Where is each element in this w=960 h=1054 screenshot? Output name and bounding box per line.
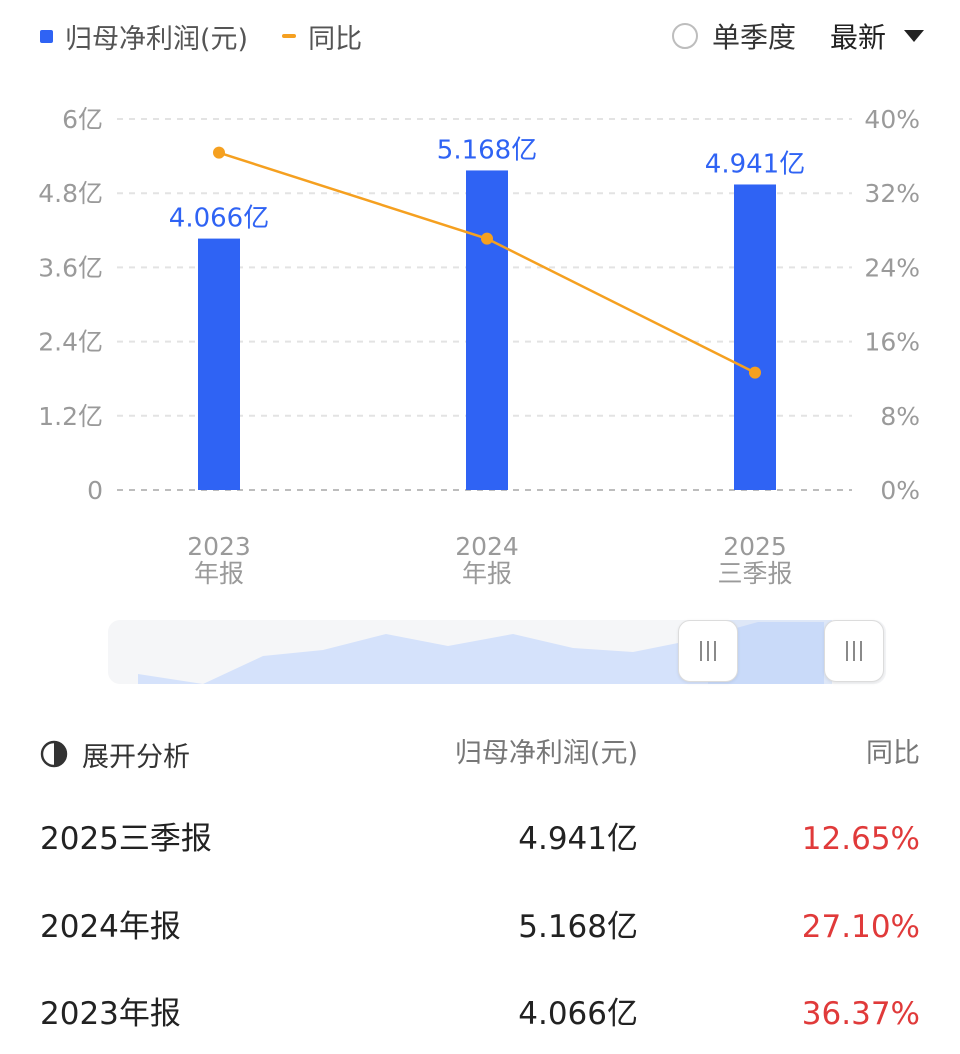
left-axis-tick-label: 0 <box>87 476 103 505</box>
grip-icon <box>700 641 716 661</box>
profit-chart: 0 1.2亿 2.4亿 3.6亿 4.8亿 6亿 0% 8% 16% 24% 32% 40% 2023… <box>38 105 920 588</box>
expand-analysis-label: 展开分析 <box>82 741 190 773</box>
left-axis-tick-label: 2.4亿 <box>38 328 103 357</box>
left-axis-tick-label: 6亿 <box>62 105 103 134</box>
chart-controls: 单季度 最新 <box>671 14 924 58</box>
slider-track <box>108 620 886 684</box>
single-quarter-label[interactable]: 单季度 <box>711 21 796 54</box>
table-row[interactable]: 2023年报 4.066亿 36.37% <box>40 989 920 1039</box>
yoy-column-header: 同比 <box>866 738 920 769</box>
bar-data-label: 5.168亿 <box>437 135 537 165</box>
bar <box>734 184 776 490</box>
line-legend-label: 同比 <box>308 23 363 55</box>
right-axis-tick-label: 40% <box>864 105 920 134</box>
yoy-point <box>749 366 761 379</box>
x-axis-tick-label: 年报 <box>462 559 512 588</box>
period-cell: 2024年报 <box>40 909 181 945</box>
table-row[interactable]: 2025三季报 4.941亿 12.65% <box>40 814 920 864</box>
range-slider[interactable] <box>108 620 886 684</box>
x-axis-tick-label: 年报 <box>194 559 244 588</box>
right-axis-tick-label: 0% <box>880 476 920 505</box>
grip-icon <box>846 641 862 661</box>
yoy-point <box>213 146 225 159</box>
period-cell: 2023年报 <box>40 996 181 1032</box>
slider-left-handle[interactable] <box>678 620 738 682</box>
bar-legend-swatch <box>40 29 53 43</box>
yoy-cell: 36.37% <box>801 996 920 1032</box>
latest-dropdown[interactable]: 最新 <box>830 16 924 56</box>
left-axis-tick-label: 4.8亿 <box>38 179 103 208</box>
x-axis-tick-label: 2023 <box>187 532 251 561</box>
x-axis-tick-label: 三季报 <box>717 559 792 588</box>
value-column-header: 归母净利润(元) <box>454 738 638 769</box>
bar-legend-label: 归母净利润(元) <box>65 23 249 55</box>
chart-legend: 归母净利润(元) 同比 <box>40 14 362 58</box>
right-axis-tick-label: 32% <box>864 179 920 208</box>
line-legend-swatch <box>282 34 297 38</box>
x-axis-tick-label: 2025 <box>723 532 787 561</box>
yoy-cell: 27.10% <box>801 909 920 945</box>
latest-label: 最新 <box>829 21 886 54</box>
bar <box>466 170 508 491</box>
bar-data-label: 4.941亿 <box>705 149 805 179</box>
pie-chart-icon <box>40 740 68 768</box>
value-cell: 5.168亿 <box>518 909 638 945</box>
slider-preview <box>138 622 824 684</box>
period-cell: 2025三季报 <box>40 821 212 857</box>
expand-analysis-button[interactable]: 展开分析 <box>40 732 190 776</box>
bar <box>198 238 240 490</box>
x-axis-tick-label: 2024 <box>455 532 519 561</box>
right-axis-tick-label: 24% <box>864 253 920 282</box>
table-row[interactable]: 2024年报 5.168亿 27.10% <box>40 902 920 952</box>
yoy-cell: 12.65% <box>801 821 920 857</box>
right-axis-tick-label: 16% <box>864 328 920 357</box>
table-header: 展开分析 归母净利润(元) 同比 <box>40 732 920 776</box>
left-axis-tick-label: 3.6亿 <box>38 253 103 282</box>
yoy-point <box>481 232 493 245</box>
single-quarter-radio[interactable] <box>671 23 698 49</box>
slider-right-handle[interactable] <box>824 620 884 682</box>
left-axis-tick-label: 1.2亿 <box>38 402 103 431</box>
chevron-down-icon <box>904 30 924 42</box>
bar-data-label: 4.066亿 <box>169 204 269 234</box>
right-axis-tick-label: 8% <box>880 402 920 431</box>
value-cell: 4.941亿 <box>518 821 638 857</box>
value-cell: 4.066亿 <box>518 996 638 1032</box>
